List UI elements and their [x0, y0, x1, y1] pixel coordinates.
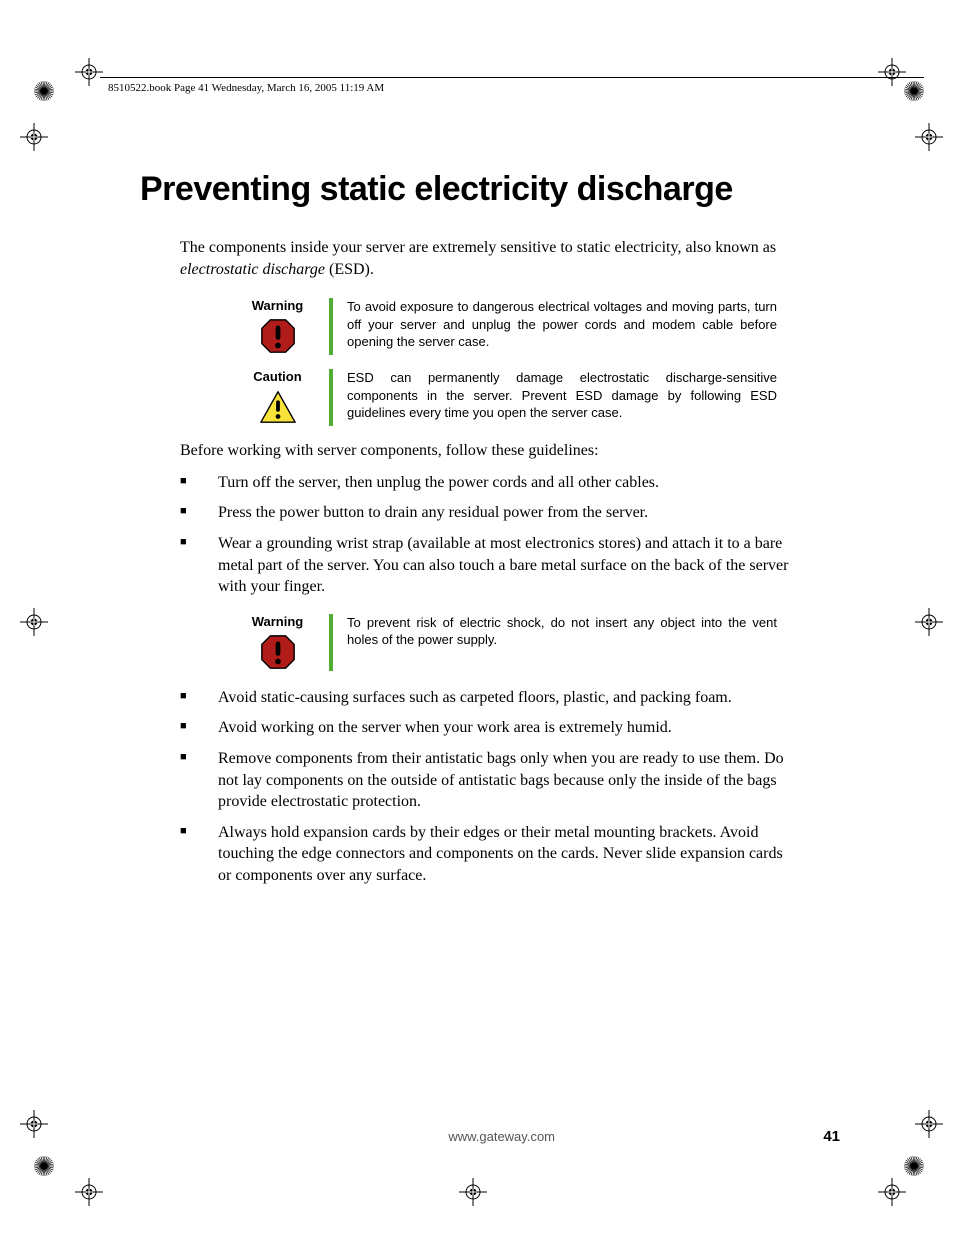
callout-caution-1: Caution ESD can permanently damage elect…: [230, 369, 800, 426]
callout-left: Warning: [230, 298, 325, 355]
guidelines-intro: Before working with server components, f…: [180, 440, 800, 462]
warning-1-body: To avoid exposure to dangerous electrica…: [347, 298, 777, 351]
intro-pre: The components inside your server are ex…: [180, 239, 776, 256]
reg-bot-r: [878, 1178, 906, 1206]
list-item: Avoid static-causing surfaces such as ca…: [180, 687, 800, 709]
reg-top-l: [75, 58, 103, 86]
callout-warning-2: Warning To prevent risk of electric shoc…: [230, 614, 800, 671]
page-title: Preventing static electricity discharge: [140, 170, 840, 209]
sunburst-br: [903, 1155, 925, 1177]
page-number: 41: [823, 1128, 840, 1145]
list-item: Avoid working on the server when your wo…: [180, 717, 800, 739]
warning-icon: [259, 317, 297, 355]
list-item: Press the power button to drain any resi…: [180, 502, 800, 524]
content: Preventing static electricity discharge …: [140, 170, 840, 896]
accent-bar: [329, 298, 333, 355]
header-rule: [100, 77, 924, 78]
bullet-list-b: Avoid static-causing surfaces such as ca…: [180, 687, 800, 887]
footer: www.gateway.com 41: [140, 1128, 840, 1145]
caution-icon: [259, 388, 297, 426]
reg-right: [915, 123, 943, 151]
warning-2-body: To prevent risk of electric shock, do no…: [347, 614, 777, 649]
reg-bot-c: [459, 1178, 487, 1206]
caution-1-body: ESD can permanently damage electrostatic…: [347, 369, 777, 422]
sunburst-tl: [33, 80, 55, 102]
bullet-list-a: Turn off the server, then unplug the pow…: [180, 472, 800, 598]
warning-label: Warning: [230, 298, 325, 313]
accent-bar: [329, 614, 333, 671]
reg-mid-r: [915, 608, 943, 636]
header-text: 8510522.book Page 41 Wednesday, March 16…: [108, 82, 384, 94]
intro-paragraph: The components inside your server are ex…: [180, 237, 800, 280]
intro-post: (ESD).: [325, 261, 374, 278]
reg-bot-l: [75, 1178, 103, 1206]
footer-url: www.gateway.com: [180, 1129, 823, 1144]
sunburst-bl: [33, 1155, 55, 1177]
reg-left: [20, 123, 48, 151]
sunburst-tr: [903, 80, 925, 102]
reg-top-r: [878, 58, 906, 86]
reg-br: [915, 1110, 943, 1138]
intro-italic: electrostatic discharge: [180, 261, 325, 278]
warning-label: Warning: [230, 614, 325, 629]
callout-left: Caution: [230, 369, 325, 426]
reg-bl: [20, 1110, 48, 1138]
warning-icon: [259, 633, 297, 671]
page: 8510522.book Page 41 Wednesday, March 16…: [0, 0, 954, 1235]
callout-warning-1: Warning To avoid exposure to dangerous e…: [230, 298, 800, 355]
reg-mid-l: [20, 608, 48, 636]
callout-left: Warning: [230, 614, 325, 671]
list-item: Wear a grounding wrist strap (available …: [180, 533, 800, 598]
list-item: Always hold expansion cards by their edg…: [180, 822, 800, 887]
caution-label: Caution: [230, 369, 325, 384]
list-item: Remove components from their antistatic …: [180, 748, 800, 813]
accent-bar: [329, 369, 333, 426]
list-item: Turn off the server, then unplug the pow…: [180, 472, 800, 494]
